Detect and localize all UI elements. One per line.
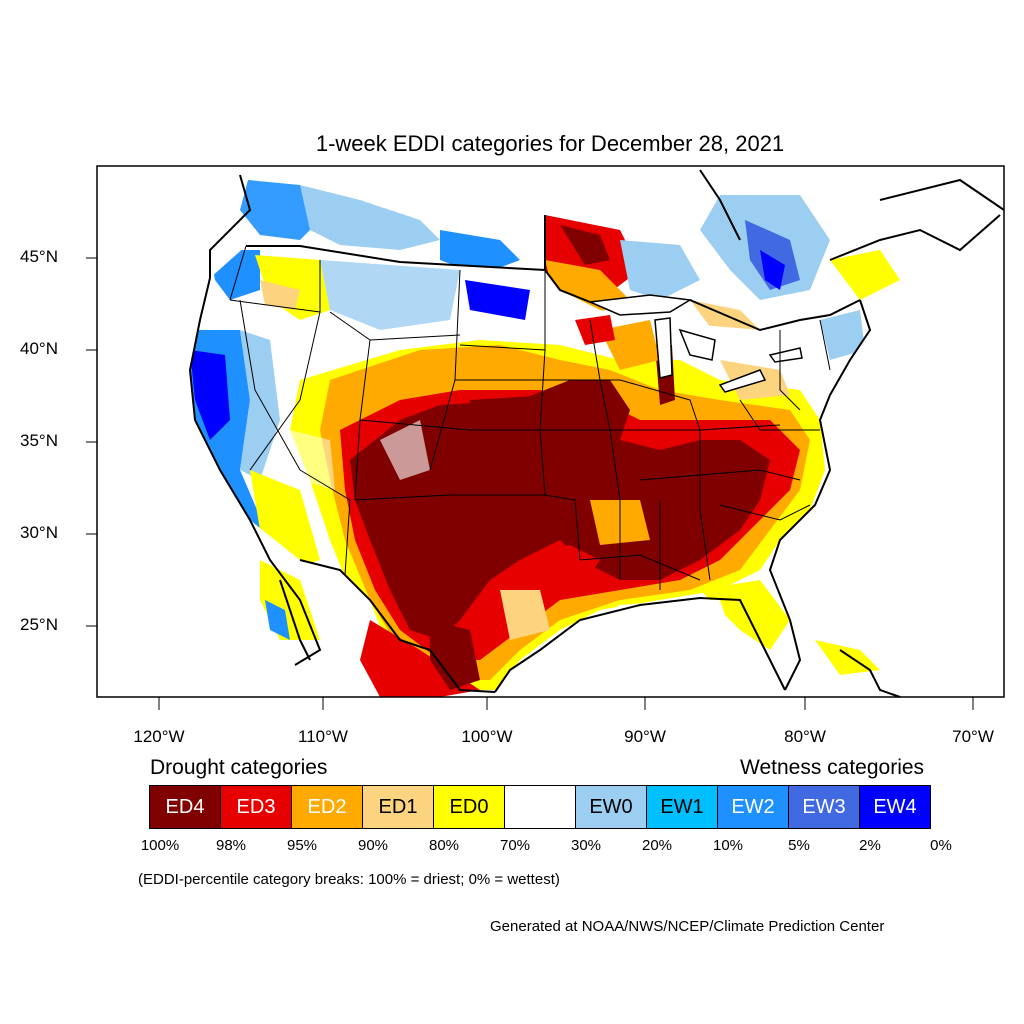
wetness-heading: Wetness categories <box>740 756 925 779</box>
legend-swatch-ew4: EW4 <box>859 785 931 829</box>
legend-note: (EDDI-percentile category breaks: 100% =… <box>138 871 560 888</box>
legend-break-label: 0% <box>930 837 952 854</box>
legend-color-bar: ED4 ED3 ED2 ED1 ED0 EW0 EW1 EW2 EW3 EW4 <box>149 785 931 829</box>
legend-break-label: 2% <box>859 837 881 854</box>
legend-swatch-ed0: ED0 <box>433 785 505 829</box>
great-lakes <box>587 294 803 393</box>
lon-label: 80°W <box>784 727 826 746</box>
map-frame <box>96 165 1005 698</box>
lat-label: 35°N <box>20 431 58 450</box>
legend-swatch-ed3: ED3 <box>220 785 292 829</box>
legend-break-label: 30% <box>570 837 602 854</box>
legend-swatch-ew3: EW3 <box>788 785 860 829</box>
lon-label: 70°W <box>952 727 994 746</box>
legend-swatch-ew0: EW0 <box>575 785 647 829</box>
legend-break-label: 98% <box>215 837 247 854</box>
legend-break-label: 100% <box>140 837 180 854</box>
lat-label: 45°N <box>20 247 58 266</box>
lat-label: 25°N <box>20 615 58 634</box>
legend-break-label: 20% <box>641 837 673 854</box>
drought-heading: Drought categories <box>150 756 328 779</box>
lon-label: 100°W <box>461 727 513 746</box>
state-borders <box>229 245 831 590</box>
legend-swatch-ew2: EW2 <box>717 785 789 829</box>
legend-break-label: 80% <box>428 837 460 854</box>
legend-break-label: 70% <box>499 837 531 854</box>
legend-swatch-normal <box>504 785 576 829</box>
lon-label: 120°W <box>133 727 185 746</box>
lon-label: 90°W <box>624 727 666 746</box>
legend-swatch-ed2: ED2 <box>291 785 363 829</box>
legend-break-label: 90% <box>357 837 389 854</box>
legend-break-label: 95% <box>286 837 318 854</box>
legend-break-label: 10% <box>712 837 744 854</box>
lat-label: 30°N <box>20 523 58 542</box>
legend-swatch-ew1: EW1 <box>646 785 718 829</box>
lat-label: 40°N <box>20 339 58 358</box>
canada-region <box>240 175 900 340</box>
legend-swatch-ed4: ED4 <box>149 785 221 829</box>
coastlines <box>188 169 1005 698</box>
legend-swatch-ed1: ED1 <box>362 785 434 829</box>
map-title: 1-week EDDI categories for December 28, … <box>315 131 785 156</box>
graticule-ticks <box>86 257 974 710</box>
credit-line: Generated at NOAA/NWS/NCEP/Climate Predi… <box>490 918 885 935</box>
legend-break-label: 5% <box>788 837 810 854</box>
lon-label: 110°W <box>298 727 348 746</box>
